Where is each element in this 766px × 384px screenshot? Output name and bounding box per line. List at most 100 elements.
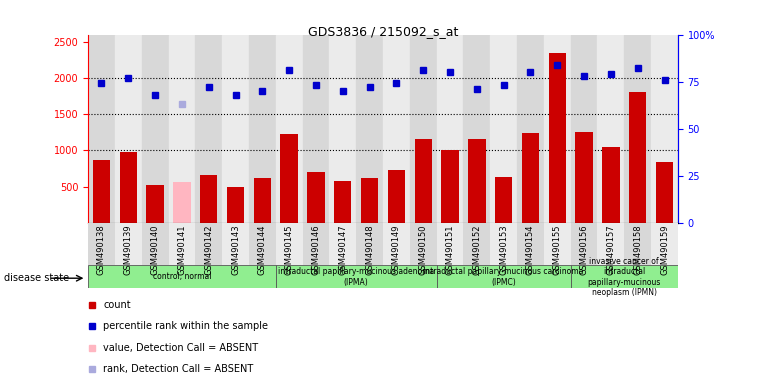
Text: percentile rank within the sample: percentile rank within the sample xyxy=(103,321,268,331)
Bar xyxy=(388,170,405,223)
Bar xyxy=(146,185,164,223)
Bar xyxy=(597,35,624,223)
Text: GSM490153: GSM490153 xyxy=(499,224,508,275)
Bar xyxy=(651,35,678,223)
Text: GSM490145: GSM490145 xyxy=(285,224,293,275)
Bar xyxy=(383,35,410,223)
Bar xyxy=(169,35,195,223)
Bar xyxy=(88,35,115,223)
Text: GSM490155: GSM490155 xyxy=(553,224,561,275)
Bar xyxy=(522,133,539,223)
Bar xyxy=(303,223,329,265)
Text: GSM490140: GSM490140 xyxy=(151,224,159,275)
Bar xyxy=(490,35,517,223)
Bar xyxy=(356,223,383,265)
Bar xyxy=(571,265,678,288)
Bar xyxy=(280,134,298,223)
Bar xyxy=(142,223,169,265)
Bar xyxy=(651,223,678,265)
Bar xyxy=(115,35,142,223)
Bar xyxy=(200,175,218,223)
Text: GSM490144: GSM490144 xyxy=(258,224,267,275)
Bar xyxy=(307,172,325,223)
Bar xyxy=(169,223,195,265)
Bar xyxy=(361,178,378,223)
Bar xyxy=(463,223,490,265)
Bar xyxy=(222,35,249,223)
Bar xyxy=(575,132,593,223)
Bar xyxy=(88,265,276,288)
Bar xyxy=(329,223,356,265)
Bar xyxy=(629,93,647,223)
Text: count: count xyxy=(103,300,131,310)
Bar xyxy=(115,223,142,265)
Bar xyxy=(571,35,597,223)
Bar xyxy=(249,223,276,265)
Text: GSM490152: GSM490152 xyxy=(473,224,481,275)
Text: intraductal papillary-mucinous adenoma
(IPMA): intraductal papillary-mucinous adenoma (… xyxy=(278,267,434,286)
Bar xyxy=(276,223,303,265)
Bar xyxy=(517,223,544,265)
Bar xyxy=(303,35,329,223)
Text: value, Detection Call = ABSENT: value, Detection Call = ABSENT xyxy=(103,343,259,353)
Bar xyxy=(356,35,383,223)
Bar xyxy=(195,35,222,223)
Bar xyxy=(119,152,137,223)
Bar xyxy=(173,182,191,223)
Text: intraductal papillary-mucinous carcinoma
(IPMC): intraductal papillary-mucinous carcinoma… xyxy=(424,267,584,286)
Bar xyxy=(437,265,571,288)
Text: GSM490158: GSM490158 xyxy=(633,224,642,275)
Bar xyxy=(548,53,566,223)
Bar xyxy=(88,223,115,265)
Bar xyxy=(410,223,437,265)
Bar xyxy=(414,139,432,223)
Text: GDS3836 / 215092_s_at: GDS3836 / 215092_s_at xyxy=(308,25,458,38)
Text: disease state: disease state xyxy=(4,273,69,283)
Bar xyxy=(334,181,352,223)
Text: GSM490141: GSM490141 xyxy=(178,224,186,275)
Bar xyxy=(276,265,437,288)
Bar xyxy=(517,35,544,223)
Bar xyxy=(227,187,244,223)
Bar xyxy=(544,223,571,265)
Bar xyxy=(254,178,271,223)
Text: GSM490143: GSM490143 xyxy=(231,224,240,275)
Bar xyxy=(544,35,571,223)
Text: GSM490149: GSM490149 xyxy=(392,224,401,275)
Text: control, normal: control, normal xyxy=(152,272,211,281)
Bar xyxy=(249,35,276,223)
Text: GSM490138: GSM490138 xyxy=(97,224,106,275)
Bar xyxy=(624,35,651,223)
Bar xyxy=(222,223,249,265)
Bar xyxy=(624,223,651,265)
Text: GSM490147: GSM490147 xyxy=(339,224,347,275)
Text: GSM490148: GSM490148 xyxy=(365,224,374,275)
Bar xyxy=(437,223,463,265)
Bar xyxy=(495,177,512,223)
Bar xyxy=(410,35,437,223)
Text: GSM490139: GSM490139 xyxy=(124,224,133,275)
Bar xyxy=(142,35,169,223)
Text: rank, Detection Call = ABSENT: rank, Detection Call = ABSENT xyxy=(103,364,254,374)
Text: GSM490151: GSM490151 xyxy=(446,224,454,275)
Bar xyxy=(597,223,624,265)
Bar xyxy=(329,35,356,223)
Text: GSM490150: GSM490150 xyxy=(419,224,427,275)
Text: GSM490156: GSM490156 xyxy=(580,224,588,275)
Bar xyxy=(490,223,517,265)
Text: GSM490154: GSM490154 xyxy=(526,224,535,275)
Bar xyxy=(276,35,303,223)
Text: GSM490142: GSM490142 xyxy=(205,224,213,275)
Bar xyxy=(383,223,410,265)
Bar xyxy=(93,161,110,223)
Bar xyxy=(437,35,463,223)
Text: GSM490157: GSM490157 xyxy=(607,224,615,275)
Bar xyxy=(468,139,486,223)
Bar xyxy=(463,35,490,223)
Text: invasive cancer of
intraductal
papillary-mucinous
neoplasm (IPMN): invasive cancer of intraductal papillary… xyxy=(588,257,661,297)
Bar xyxy=(656,162,673,223)
Bar xyxy=(195,223,222,265)
Bar xyxy=(571,223,597,265)
Text: GSM490146: GSM490146 xyxy=(312,224,320,275)
Bar xyxy=(602,147,620,223)
